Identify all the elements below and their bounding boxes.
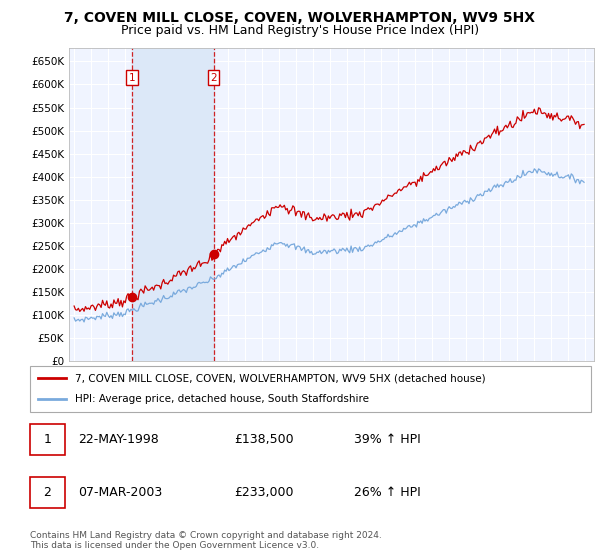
FancyBboxPatch shape	[30, 366, 591, 412]
Text: 07-MAR-2003: 07-MAR-2003	[78, 486, 162, 500]
Text: 2: 2	[210, 73, 217, 82]
Text: 7, COVEN MILL CLOSE, COVEN, WOLVERHAMPTON, WV9 5HX: 7, COVEN MILL CLOSE, COVEN, WOLVERHAMPTO…	[65, 11, 536, 25]
Text: 1: 1	[43, 433, 52, 446]
Text: Contains HM Land Registry data © Crown copyright and database right 2024.
This d: Contains HM Land Registry data © Crown c…	[30, 531, 382, 550]
Text: 7, COVEN MILL CLOSE, COVEN, WOLVERHAMPTON, WV9 5HX (detached house): 7, COVEN MILL CLOSE, COVEN, WOLVERHAMPTO…	[75, 373, 485, 383]
Text: Price paid vs. HM Land Registry's House Price Index (HPI): Price paid vs. HM Land Registry's House …	[121, 24, 479, 36]
Text: £233,000: £233,000	[234, 486, 293, 500]
Text: £138,500: £138,500	[234, 433, 293, 446]
Bar	[132, 48, 214, 361]
Text: 2: 2	[43, 486, 52, 500]
Text: HPI: Average price, detached house, South Staffordshire: HPI: Average price, detached house, Sout…	[75, 394, 369, 404]
Text: 22-MAY-1998: 22-MAY-1998	[78, 433, 159, 446]
Text: 39% ↑ HPI: 39% ↑ HPI	[354, 433, 421, 446]
Text: 26% ↑ HPI: 26% ↑ HPI	[354, 486, 421, 500]
Text: 1: 1	[128, 73, 135, 82]
